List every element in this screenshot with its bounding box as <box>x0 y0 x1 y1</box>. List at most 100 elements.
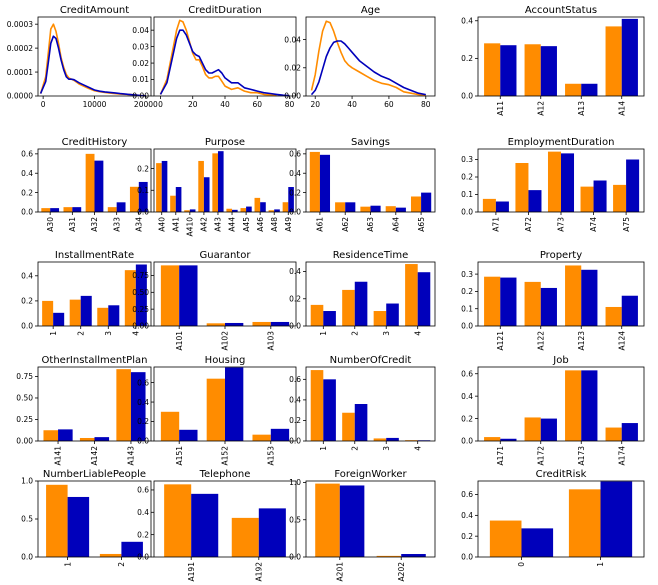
axes-frame <box>477 148 645 213</box>
bar-blue <box>495 201 509 212</box>
x-tick-label: A44 <box>228 217 237 232</box>
subplot-title: Guarantor <box>200 250 252 261</box>
bar-blue <box>53 312 65 326</box>
subplot-title: OtherInstallmentPlan <box>42 355 148 366</box>
bar-orange <box>184 210 190 212</box>
x-tick-label: A141 <box>54 446 63 466</box>
x-tick-label: 2 <box>117 562 126 567</box>
bar-orange <box>405 440 418 441</box>
x-tick-label: A11 <box>496 101 505 116</box>
bar-orange <box>69 299 81 326</box>
x-tick-label: A46 <box>256 217 265 232</box>
bar-blue <box>421 192 432 212</box>
x-tick-label: 40 <box>347 100 357 109</box>
bar-blue <box>386 303 399 326</box>
bar-orange <box>206 378 225 441</box>
x-tick-label: A33 <box>112 217 121 232</box>
bar-orange <box>547 151 561 213</box>
bar-orange <box>342 412 355 441</box>
bar-orange <box>97 307 109 326</box>
bar-blue <box>500 45 517 96</box>
y-tick-label: 0.0 <box>289 437 301 446</box>
bar-orange <box>43 430 59 441</box>
bar-orange <box>489 520 522 557</box>
bar-blue <box>339 485 365 557</box>
y-tick-label: 0.4 <box>289 396 301 405</box>
y-tick-label: 0.1 <box>461 190 473 199</box>
subplot-title: ForeignWorker <box>334 469 407 480</box>
subplot-job: Job 0.0 0.2 0.4 0.6 A171 A172 A173 A174 <box>461 355 645 465</box>
bar-blue <box>274 209 280 212</box>
bar-orange <box>160 265 180 326</box>
y-tick-label: 0.0 <box>461 322 473 331</box>
bar-orange <box>565 83 582 96</box>
subplot-installment-rate: InstallmentRate 0.0 0.2 0.4 1 2 3 4 <box>21 250 152 336</box>
y-tick-label: 0.0001 <box>7 68 33 77</box>
y-tick-label: 0.0 <box>461 553 473 562</box>
axes-frame <box>37 148 152 213</box>
x-tick-label: 40 <box>220 100 230 109</box>
bar-orange <box>515 163 529 212</box>
x-tick-label: A192 <box>255 562 264 582</box>
bar-orange <box>605 26 622 96</box>
x-tick-label: 4 <box>132 331 141 336</box>
y-tick-label: 0.2 <box>461 532 473 541</box>
bar-orange <box>524 44 541 96</box>
bar-orange <box>580 186 594 213</box>
bar-orange <box>129 186 139 212</box>
bar-blue <box>626 159 640 212</box>
x-tick-label: 2 <box>350 331 359 336</box>
x-tick-label: A101 <box>175 331 184 351</box>
bar-orange <box>231 517 259 557</box>
y-tick-label: 0.4 <box>137 398 149 407</box>
subplot-title: Savings <box>351 137 390 148</box>
bar-blue <box>354 281 368 326</box>
y-tick-label: 0.3 <box>461 155 473 164</box>
subplot-credit-history: CreditHistory 0.0 0.2 0.4 0.6 A30 A31 A32 A33 A34 <box>21 137 152 232</box>
y-tick-label: 0.0 <box>21 322 33 331</box>
y-tick-label: 0.6 <box>21 150 33 159</box>
y-tick-label: 1.0 <box>21 477 33 486</box>
bar-blue <box>288 187 294 212</box>
x-tick-label: A32 <box>90 217 99 232</box>
x-tick-label: A124 <box>617 331 626 351</box>
x-tick-label: A64 <box>391 217 400 232</box>
bar-blue <box>191 493 219 557</box>
axes-frame <box>153 366 297 442</box>
x-tick-label: 10000 <box>83 100 107 109</box>
y-tick-label: 0.6 <box>137 486 149 495</box>
bar-orange <box>310 370 324 441</box>
x-tick-label: A191 <box>187 562 196 582</box>
bar-blue <box>270 428 290 441</box>
bar-blue <box>161 160 168 212</box>
bar-orange <box>212 153 218 212</box>
y-tick-label: 0.4 <box>289 169 301 178</box>
subplot-title: CreditDuration <box>188 5 262 16</box>
x-tick-label: 80 <box>285 100 295 109</box>
x-tick-label: A151 <box>175 446 184 466</box>
subplot-title: AccountStatus <box>525 5 597 16</box>
x-tick-label: 1 <box>319 331 328 336</box>
y-tick-label: 0.4 <box>137 508 149 517</box>
subplot-credit-risk: CreditRisk 0.0 0.2 0.4 0.6 0 1 <box>461 469 645 567</box>
subplot-property: Property 0.0 0.1 0.2 0.3 A121 A122 A123 A124 <box>461 250 645 351</box>
x-tick-label: A75 <box>622 217 631 232</box>
x-tick-label: 4 <box>413 331 422 336</box>
x-tick-label: A152 <box>221 446 230 466</box>
subplot-title: Purpose <box>205 137 245 148</box>
density-line-orange <box>310 20 426 97</box>
bar-orange <box>124 270 136 326</box>
bar-orange <box>252 321 271 326</box>
x-tick-label: A30 <box>46 217 55 232</box>
subplot-title: Job <box>552 355 568 366</box>
x-tick-label: A410 <box>186 217 195 237</box>
y-tick-label: 1.0 <box>289 478 301 487</box>
x-tick-label: A153 <box>267 446 276 466</box>
bar-orange <box>79 437 95 441</box>
axes-frame <box>305 148 436 213</box>
axes-frame <box>37 366 152 442</box>
y-tick-label: 0.4 <box>289 267 301 276</box>
x-tick-label: 4 <box>413 446 422 451</box>
bar-blue <box>50 208 60 212</box>
